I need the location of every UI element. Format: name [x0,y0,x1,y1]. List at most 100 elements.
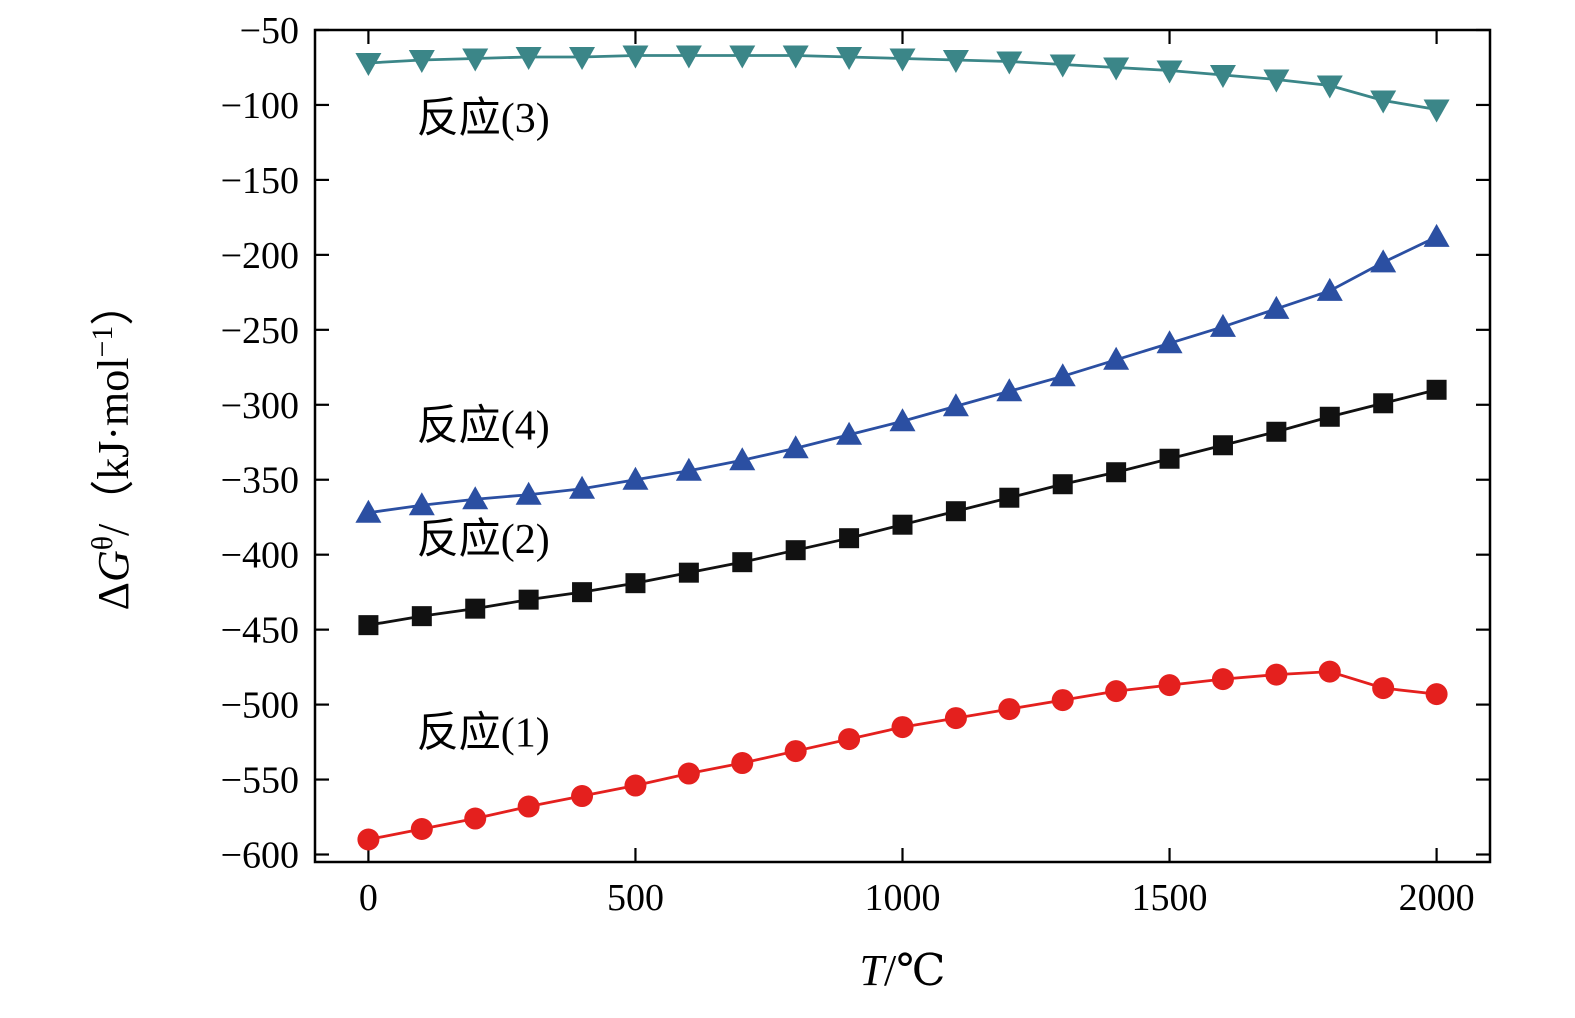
data-point [622,466,649,490]
data-point [836,46,863,70]
data-point [622,45,649,69]
y-tick-label: −200 [221,235,299,277]
data-point [785,540,806,561]
data-point [465,598,486,619]
data-point [1211,668,1234,691]
data-point [464,807,487,830]
data-point [1423,99,1450,123]
data-point [462,48,489,72]
data-point [731,752,754,775]
data-point [1373,393,1394,414]
data-point [1372,677,1395,700]
data-point [1158,674,1181,697]
data-point [889,48,916,72]
data-point [999,487,1020,508]
y-tick-label: −300 [221,385,299,427]
data-point [784,740,807,763]
data-point [1049,363,1076,387]
data-point [1052,474,1073,495]
y-tick-label: −250 [221,310,299,352]
data-point [1049,54,1076,78]
y-tick-label: −150 [221,160,299,202]
series-label: 反应(2) [417,516,550,563]
data-point [358,615,379,636]
data-point [996,51,1023,75]
data-point [569,46,596,70]
y-tick-label: −550 [221,760,299,802]
data-point [1316,75,1343,99]
data-point [408,492,435,516]
data-point [1263,69,1290,93]
data-point [1103,346,1130,370]
y-tick-label: −350 [221,460,299,502]
data-point [1105,680,1128,703]
data-point [624,774,647,797]
data-point [675,457,702,481]
data-point [782,435,809,459]
data-point [1156,330,1183,354]
data-point [410,818,433,841]
data-point [892,514,913,535]
data-point [1051,689,1074,712]
data-point [945,501,966,522]
data-point [1370,90,1397,114]
data-point [1316,277,1343,301]
x-tick-label: 500 [607,877,664,919]
data-point [1209,313,1236,337]
data-point [891,716,914,739]
data-point [1318,660,1341,683]
data-point [944,707,967,730]
data-point [942,393,969,417]
data-point [996,378,1023,402]
data-point [729,447,756,471]
data-point [357,828,380,851]
data-point [838,728,861,751]
y-tick-label: −100 [221,85,299,127]
data-point [1263,295,1290,319]
data-point [1266,421,1287,442]
data-point [518,589,539,610]
y-tick-label: −600 [221,835,299,877]
data-point [839,528,860,549]
data-point [1319,406,1340,427]
data-point [517,795,540,818]
data-point [1370,249,1397,273]
data-point [1425,683,1448,706]
data-point [515,46,542,70]
data-point [572,582,593,603]
data-point [1209,64,1236,88]
data-point [1212,435,1233,456]
data-point [889,408,916,432]
data-point [515,481,542,505]
data-point [942,49,969,73]
data-point [408,49,435,73]
data-point [1106,462,1127,483]
data-point [462,486,489,510]
data-point [1426,379,1447,400]
data-point [355,52,382,76]
data-point [998,698,1021,721]
data-point [675,45,702,69]
y-tick-label: −500 [221,685,299,727]
x-tick-label: 1000 [865,877,941,919]
series-label: 反应(4) [417,402,550,449]
y-tick-label: −450 [221,610,299,652]
x-tick-label: 2000 [1399,877,1475,919]
data-point [1156,60,1183,84]
y-tick-label: −400 [221,535,299,577]
data-point [625,573,646,594]
data-point [1423,223,1450,247]
data-point [569,475,596,499]
y-tick-label: −50 [240,10,299,52]
data-point [411,606,432,627]
x-tick-label: 0 [359,877,378,919]
series-line-2 [368,235,1438,515]
data-point [1159,448,1180,469]
data-point [836,421,863,445]
data-point [355,499,382,523]
data-point [677,762,700,785]
data-point [782,45,809,69]
data-point [1103,57,1130,81]
x-axis-label: T/℃ [860,946,946,995]
